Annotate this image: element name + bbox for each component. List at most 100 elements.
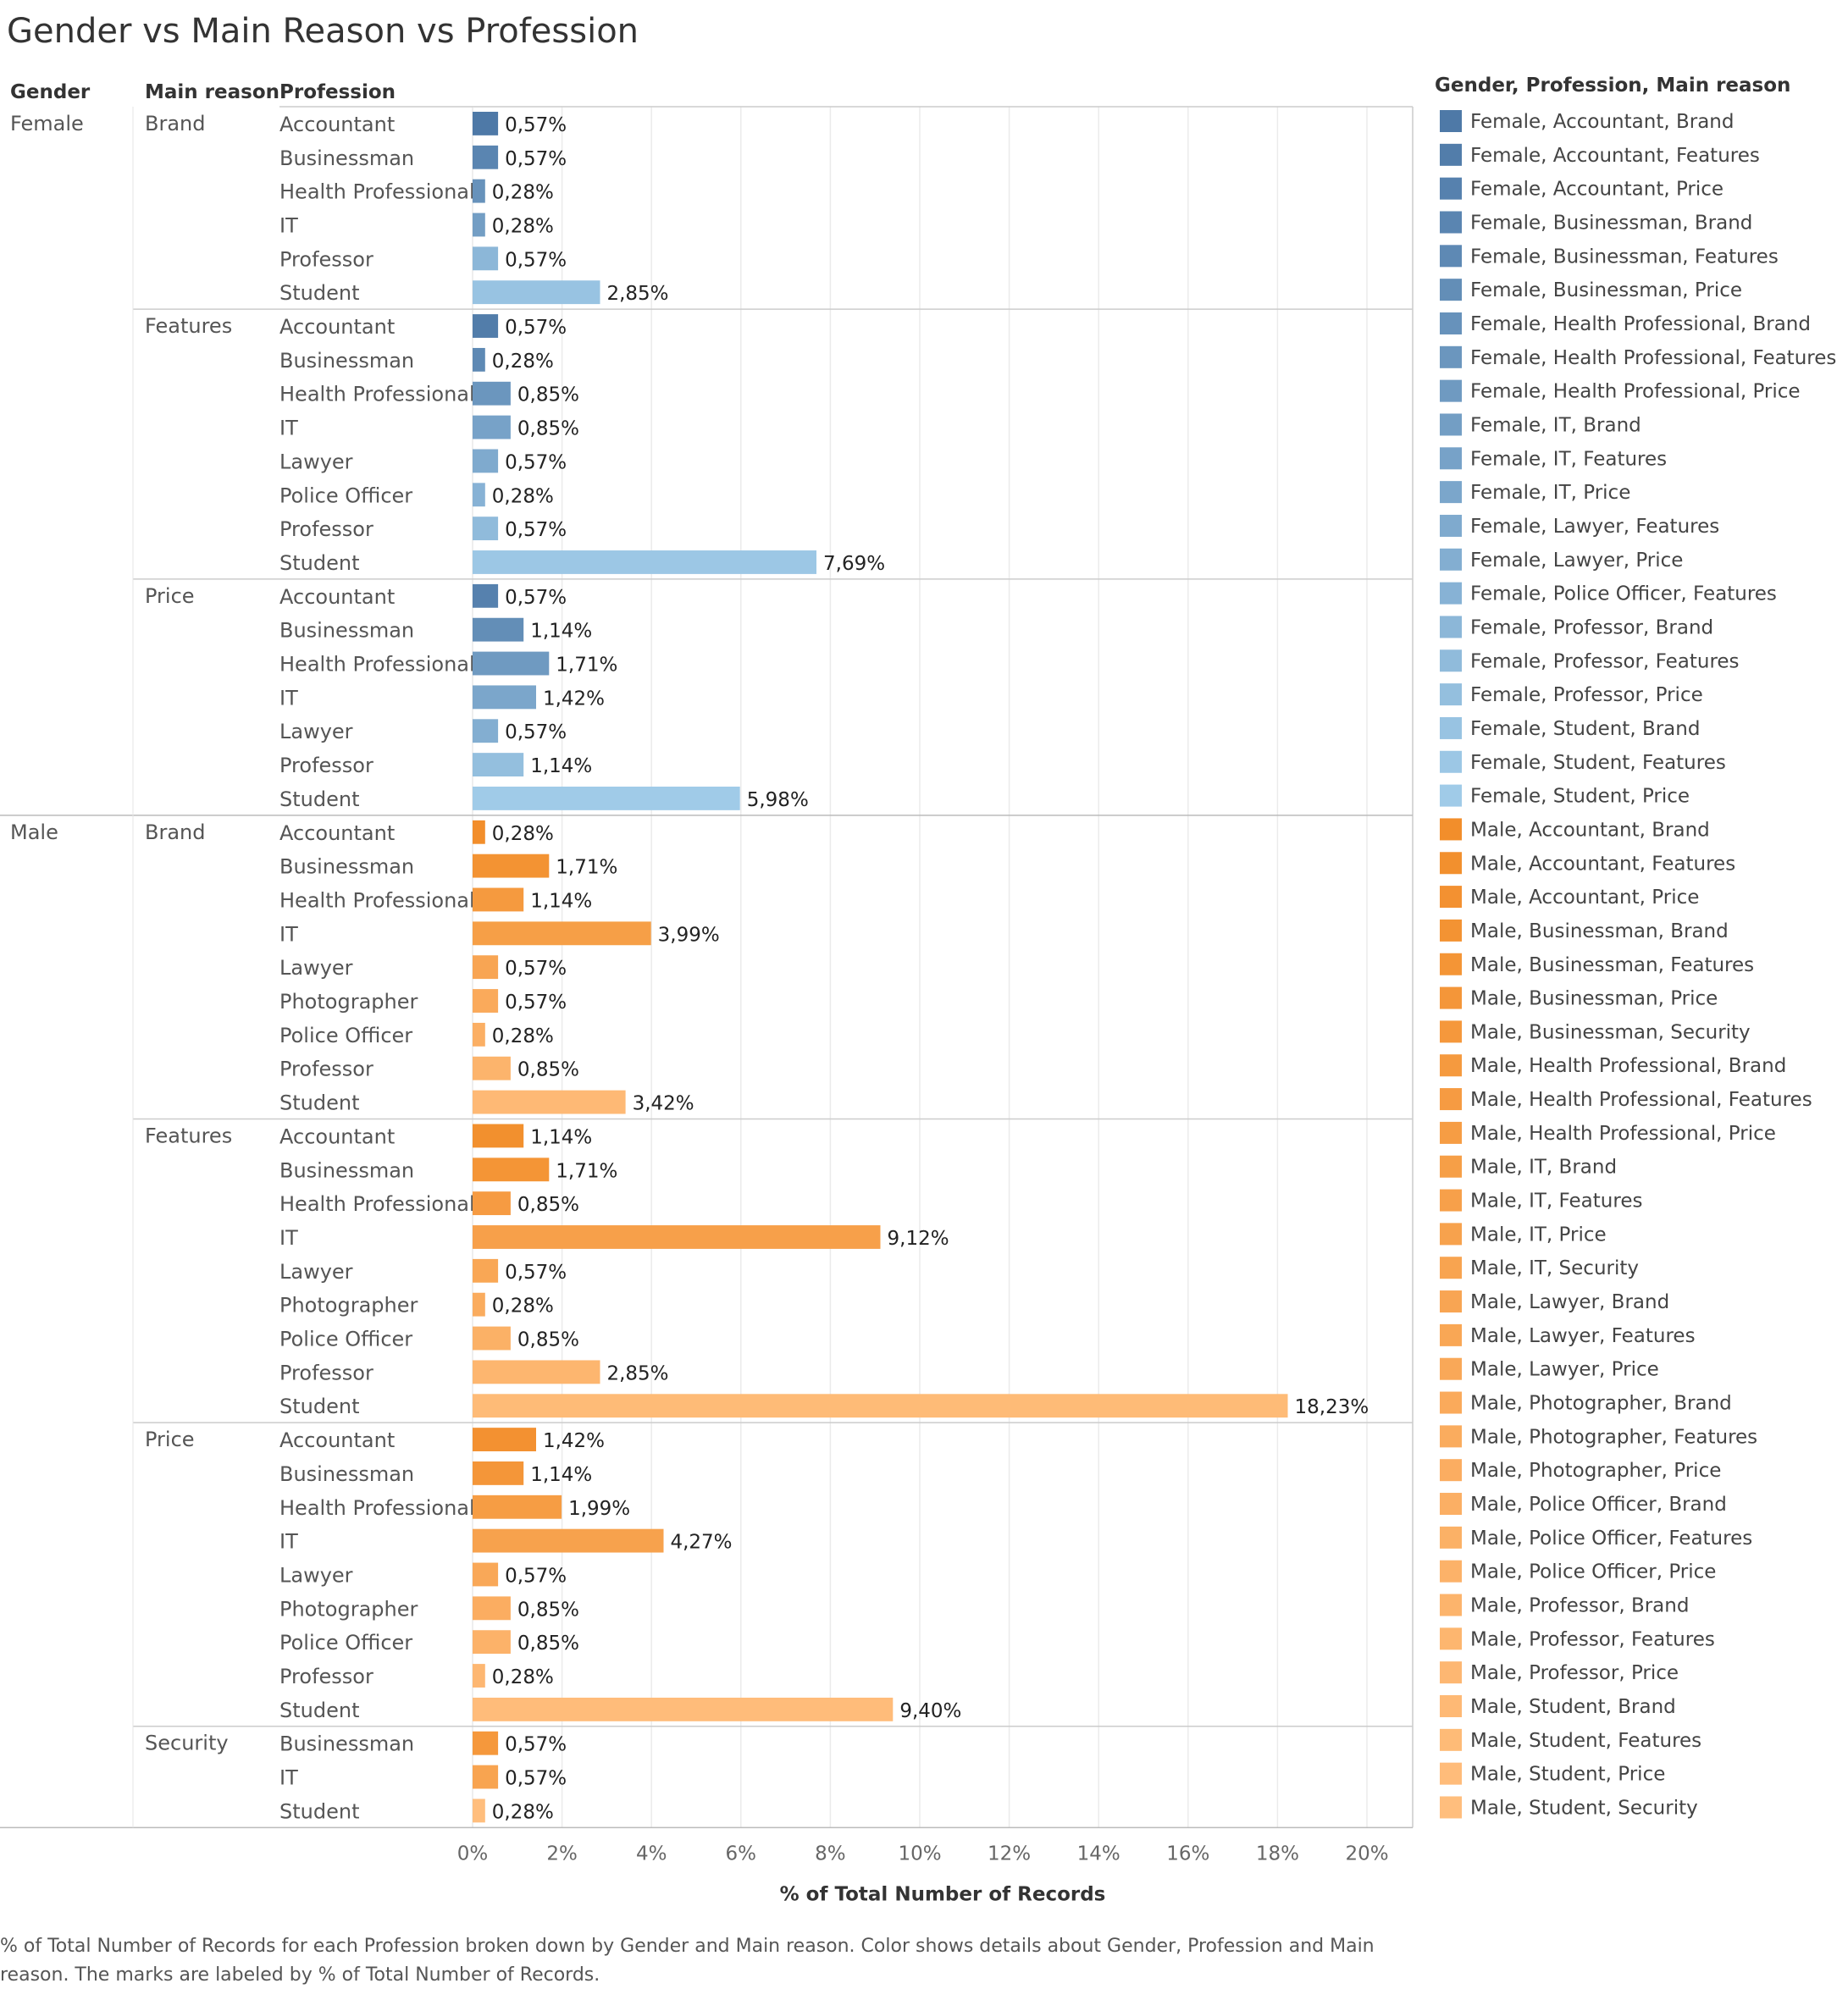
legend-item: Female, Businessman, Brand (1440, 211, 1752, 234)
value-label: 1,14% (530, 1126, 592, 1148)
bar-row: Student 3,42% (279, 1090, 694, 1115)
bar-row: Businessman 1,14% (279, 617, 592, 643)
legend-swatch (1440, 514, 1462, 537)
bar-row: Health Professional 0,85% (279, 381, 579, 406)
profession-label: Professor (279, 1665, 373, 1688)
profession-label: Health Professional (279, 180, 475, 204)
bar-row: Lawyer 0,57% (279, 955, 567, 980)
profession-label: Professor (279, 754, 373, 777)
profession-label: IT (279, 1226, 298, 1250)
value-label: 0,57% (505, 1768, 567, 1790)
x-tick-label: 16% (1166, 1843, 1209, 1865)
bar-row: Lawyer 0,57% (279, 1258, 567, 1284)
bar-row: Professor 0,57% (279, 517, 567, 541)
value-label: 0,57% (505, 519, 567, 541)
bar-row: Lawyer 0,57% (279, 449, 567, 473)
header-main-reason: Main reason (145, 81, 279, 103)
profession-label: Lawyer (279, 450, 353, 473)
legend-swatch (1440, 481, 1462, 504)
bar (473, 1731, 499, 1755)
legend-swatch (1440, 177, 1462, 200)
value-label: 0,28% (492, 823, 554, 845)
bar (473, 449, 499, 473)
legend-item: Male, Health Professional, Brand (1440, 1054, 1786, 1077)
main-reason-label: Security (145, 1732, 229, 1755)
legend-label: Male, Photographer, Features (1470, 1426, 1757, 1448)
legend-item: Male, Accountant, Features (1440, 852, 1735, 875)
x-tick-label: 0% (457, 1843, 489, 1865)
x-tick-label: 4% (636, 1843, 667, 1865)
bar (473, 280, 600, 305)
legend-label: Male, IT, Features (1470, 1191, 1642, 1213)
bar (473, 854, 550, 878)
profession-label: Professor (279, 1058, 373, 1081)
bar (473, 1022, 485, 1047)
bar-row: Accountant 1,42% (279, 1428, 605, 1452)
bar (473, 1528, 664, 1553)
value-label: 1,14% (530, 1464, 592, 1486)
legend-swatch (1440, 1088, 1462, 1111)
value-label: 0,85% (517, 418, 579, 440)
legend-swatch (1440, 447, 1462, 470)
legend-item: Female, IT, Brand (1440, 413, 1641, 436)
profession-label: Health Professional (279, 383, 475, 406)
legend-swatch (1440, 649, 1462, 672)
profession-label: Businessman (279, 855, 414, 879)
legend-label: Female, Student, Price (1470, 786, 1690, 808)
bar (473, 246, 499, 271)
legend-label: Female, Professor, Features (1470, 650, 1740, 672)
legend-swatch (1440, 1762, 1462, 1785)
profession-label: IT (279, 922, 298, 946)
legend-item: Male, Businessman, Security (1440, 1020, 1751, 1043)
legend-label: Female, Professor, Price (1470, 684, 1703, 706)
legend-item: Female, Student, Price (1440, 784, 1690, 808)
legend-title: Gender, Profession, Main reason (1435, 75, 1790, 97)
bar-row: Accountant 1,14% (279, 1124, 592, 1148)
legend-item: Male, Police Officer, Brand (1440, 1493, 1727, 1516)
legend-item: Male, IT, Price (1440, 1223, 1607, 1246)
bar (473, 1765, 499, 1789)
x-axis-title: % of Total Number of Records (780, 1883, 1106, 1905)
profession-label: IT (279, 213, 298, 237)
legend-label: Male, Student, Brand (1470, 1696, 1676, 1718)
bar-row: Accountant 0,28% (279, 820, 554, 845)
legend-item: Male, Accountant, Brand (1440, 818, 1710, 841)
bar-row: Businessman 1,71% (279, 854, 617, 879)
bar-row: Student 2,85% (279, 280, 669, 305)
profession-label: Police Officer (279, 1328, 412, 1351)
bar-row: Police Officer 0,28% (279, 1022, 554, 1047)
bar-row: IT 3,99% (279, 921, 720, 946)
bar-row: Student 18,23% (279, 1394, 1369, 1418)
header-gender: Gender (10, 81, 91, 103)
legend-swatch (1440, 143, 1462, 166)
legend-swatch (1440, 1357, 1462, 1380)
legend-label: Male, Police Officer, Brand (1470, 1494, 1727, 1516)
bar (473, 1225, 881, 1249)
bar (473, 347, 485, 372)
legend-label: Male, Businessman, Security (1470, 1021, 1751, 1043)
legend: Gender, Profession, Main reason Female, A… (1435, 75, 1836, 1820)
value-label: 7,69% (823, 553, 885, 575)
legend-item: Male, Student, Security (1440, 1796, 1698, 1820)
legend-label: Female, Accountant, Brand (1470, 111, 1734, 133)
legend-label: Female, Lawyer, Price (1470, 550, 1683, 572)
profession-label: Student (279, 1395, 359, 1418)
legend-item: Male, Professor, Features (1440, 1627, 1715, 1650)
legend-label: Female, Health Professional, Brand (1470, 313, 1811, 335)
legend-label: Female, Lawyer, Features (1470, 516, 1719, 538)
gridlines (472, 106, 1414, 1828)
legend-swatch (1440, 1661, 1462, 1684)
value-label: 0,57% (505, 587, 567, 609)
profession-label: Accountant (279, 113, 395, 136)
legend-swatch (1440, 683, 1462, 706)
value-label: 0,57% (505, 249, 567, 271)
legend-swatch (1440, 1526, 1462, 1549)
profession-label: Health Professional (279, 1496, 475, 1520)
legend-item: Female, Professor, Features (1440, 649, 1740, 672)
legend-item: Male, Accountant, Price (1440, 886, 1699, 909)
bar (473, 517, 499, 541)
rows: Accountant 0,57% Businessman 0,57% Health Pr… (279, 112, 1369, 1823)
value-label: 0,28% (492, 182, 554, 204)
bar (473, 1326, 511, 1351)
legend-item: Male, Police Officer, Price (1440, 1560, 1716, 1583)
